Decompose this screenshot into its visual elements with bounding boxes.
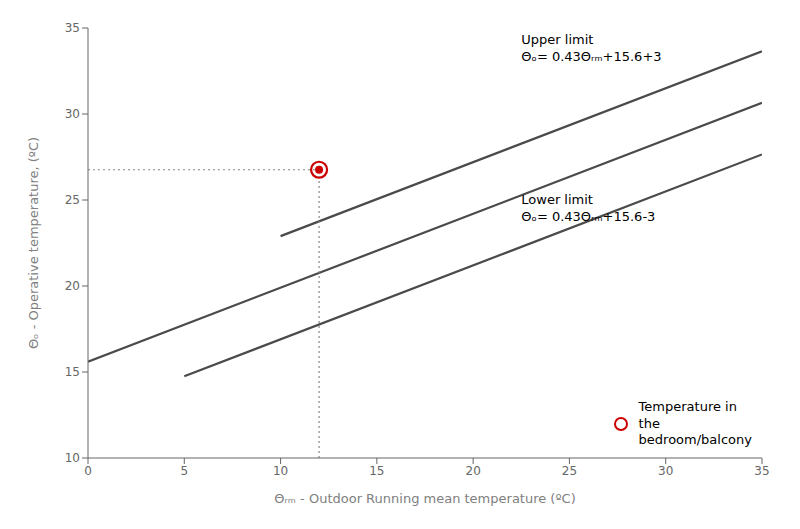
svg-text:Θₒ - Operative temperature, (º: Θₒ - Operative temperature, (ºC) bbox=[26, 137, 41, 349]
svg-text:20: 20 bbox=[65, 279, 80, 293]
svg-text:10: 10 bbox=[273, 464, 288, 478]
svg-text:Lower limitΘₒ= 0.43Θᵣₘ+15.6-3: Lower limitΘₒ= 0.43Θᵣₘ+15.6-3 bbox=[521, 192, 655, 223]
svg-text:15: 15 bbox=[65, 365, 80, 379]
svg-text:35: 35 bbox=[754, 464, 769, 478]
svg-text:20: 20 bbox=[466, 464, 481, 478]
svg-text:25: 25 bbox=[562, 464, 577, 478]
svg-text:Upper limitΘₒ= 0.43Θᵣₘ+15.6+3: Upper limitΘₒ= 0.43Θᵣₘ+15.6+3 bbox=[521, 32, 661, 63]
svg-text:0: 0 bbox=[84, 464, 92, 478]
svg-text:5: 5 bbox=[180, 464, 188, 478]
svg-text:30: 30 bbox=[65, 107, 80, 121]
svg-text:15: 15 bbox=[369, 464, 384, 478]
html-text:Temperature in the bedroom/bal: Temperature in the bedroom/balcony bbox=[638, 399, 752, 447]
svg-text:30: 30 bbox=[658, 464, 673, 478]
svg-text:35: 35 bbox=[65, 21, 80, 35]
svg-text:10: 10 bbox=[65, 451, 80, 465]
svg-text:25: 25 bbox=[65, 193, 80, 207]
svg-text:Θᵣₘ - Outdoor Running mean tem: Θᵣₘ - Outdoor Running mean temperature (… bbox=[274, 491, 575, 506]
